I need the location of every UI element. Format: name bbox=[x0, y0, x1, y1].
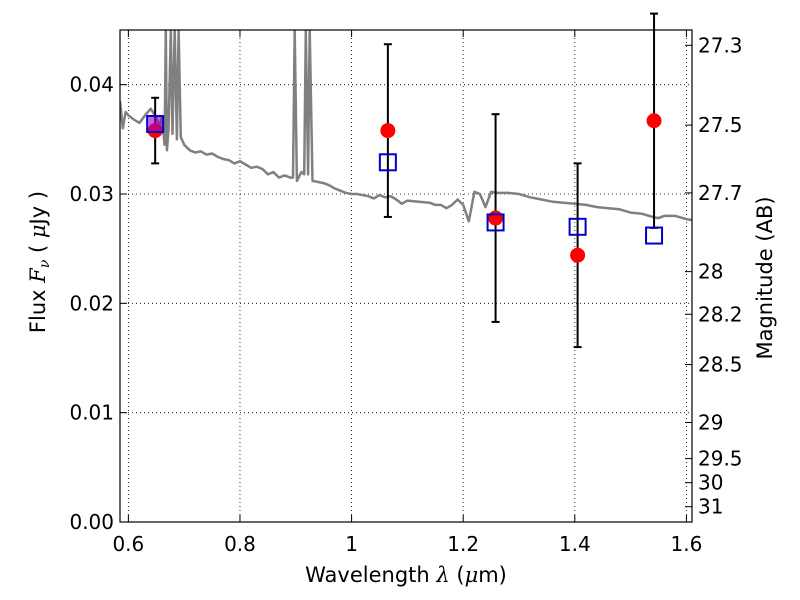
x-tick-label: 1.2 bbox=[447, 532, 479, 556]
y-axis-label-subscript: ν bbox=[37, 259, 53, 268]
model-spectrum-layer bbox=[120, 30, 692, 223]
axis-ticks-layer: 0.6 0.8 1 1.2 1.4 1.6 0.00 0.01 0.02 0.03 0.04 27.3… bbox=[69, 30, 743, 556]
x-tick-label: 1.4 bbox=[559, 532, 591, 556]
x-tick-label: 0.6 bbox=[112, 532, 144, 556]
y2-tick-label: 27.3 bbox=[698, 33, 743, 57]
y2-tick-label: 29 bbox=[698, 411, 723, 435]
y2-tick-label: 28 bbox=[698, 260, 723, 284]
y-tick-label: 0.04 bbox=[69, 73, 114, 97]
grid-lines bbox=[120, 30, 692, 522]
y-tick-label: 0.02 bbox=[69, 291, 114, 315]
x-axis-label-mu: μ bbox=[465, 563, 479, 587]
x-axis-label: Wavelength λ (μm) bbox=[305, 563, 507, 587]
synthetic-point bbox=[378, 153, 397, 172]
x-axis-label-prefix: Wavelength bbox=[305, 563, 436, 587]
y-tick-label: 0.01 bbox=[69, 401, 114, 425]
observed-point bbox=[380, 123, 396, 139]
y2-tick-label: 31 bbox=[698, 495, 723, 519]
y-axis-label-unit-rest: Jy ) bbox=[26, 191, 50, 227]
x-axis-label-lambda: λ bbox=[435, 563, 449, 587]
synthetic-point bbox=[486, 213, 505, 232]
x-tick-label: 0.8 bbox=[224, 532, 256, 556]
observed-point bbox=[570, 247, 586, 263]
synthetic-point bbox=[146, 115, 165, 134]
y2-tick-label: 28.5 bbox=[698, 353, 743, 377]
x-tick-label: 1.6 bbox=[671, 532, 703, 556]
observed-point bbox=[488, 210, 504, 226]
y-axis-label-prefix: Flux bbox=[26, 283, 50, 333]
synthetic-points-layer bbox=[146, 115, 664, 245]
x-axis-label-unit-open: ( bbox=[450, 563, 465, 587]
y-axis-label-symbol: F bbox=[26, 267, 50, 284]
y-axis-label-mu: μ bbox=[26, 224, 50, 238]
y2-tick-label: 27.7 bbox=[698, 181, 743, 205]
observed-point bbox=[646, 113, 662, 129]
y2-axis-label: Magnitude (AB) bbox=[753, 196, 777, 359]
model-spectrum-line bbox=[120, 30, 692, 223]
synthetic-point bbox=[568, 217, 587, 236]
y-axis-label: Flux Fν ( μJy ) bbox=[26, 191, 53, 333]
y2-tick-label: 29.5 bbox=[698, 447, 743, 471]
y-tick-label: 0.00 bbox=[69, 510, 114, 534]
y2-tick-label: 28.2 bbox=[698, 302, 743, 326]
y2-tick-label: 30 bbox=[698, 471, 723, 495]
x-axis-label-unit-rest: m) bbox=[478, 563, 507, 587]
plot-area bbox=[120, 30, 692, 522]
x-tick-label: 1 bbox=[345, 532, 358, 556]
y2-tick-label: 27.5 bbox=[698, 113, 743, 137]
plot-frame bbox=[119, 29, 693, 523]
y-axis-label-unit-open: ( bbox=[26, 238, 50, 260]
overlap-fill bbox=[148, 117, 163, 132]
synthetic-point bbox=[645, 226, 664, 245]
y-tick-label: 0.03 bbox=[69, 182, 114, 206]
